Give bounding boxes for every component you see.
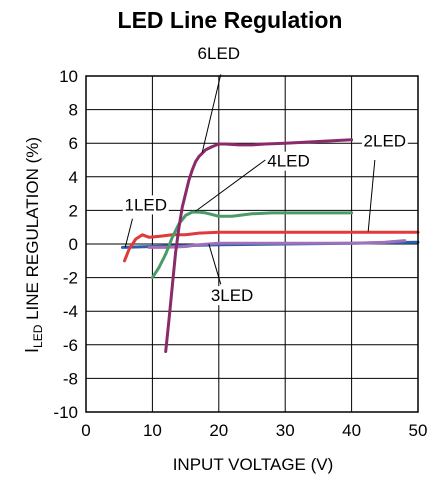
y-axis-label-main: I (22, 348, 42, 353)
x-tick-label-0: 0 (81, 421, 90, 440)
x-tick-label-3: 30 (276, 421, 295, 440)
y-tick-label-3: -4 (63, 302, 78, 321)
annotation-label-6led: 6LED (198, 44, 241, 63)
annotation-bg-4led (265, 151, 312, 171)
annotation-bg-3led (209, 286, 256, 306)
plot-frame (85, 75, 419, 413)
y-tick-label-4: -2 (63, 269, 78, 288)
y-tick-label-6: 2 (69, 201, 78, 220)
series-lines (121, 138, 420, 353)
annotation-leader-2led (367, 159, 376, 232)
y-axis-label-sub: LED (31, 324, 45, 348)
annotation-bg-2led (361, 131, 408, 151)
annotation-bg-1led (122, 195, 169, 215)
annotation-label-4led: 4LED (267, 152, 310, 171)
series-line-6led (164, 138, 354, 353)
y-axis-label-rest: LINE REGULATION (%) (23, 137, 42, 325)
series-line-4led (150, 210, 354, 280)
annotation-leader-4led (195, 159, 266, 212)
annotations: 1LED 2LED 3LED 4LED 6LED (122, 44, 408, 306)
y-tick-label-5: 0 (69, 235, 78, 254)
y-tick-label-7: 4 (69, 168, 78, 187)
x-tick-label-5: 50 (409, 421, 428, 440)
y-tick-label-10: 10 (59, 67, 78, 86)
x-axis-label: INPUT VOLTAGE (V) (173, 455, 334, 474)
annotation-leader-1led (124, 218, 133, 248)
y-tick-label-1: -8 (63, 369, 78, 388)
y-tick-labels: -10 -8 -6 -4 -2 0 2 4 6 8 10 (53, 67, 78, 422)
x-tick-label-4: 40 (342, 421, 361, 440)
y-tick-label-9: 8 (69, 101, 78, 120)
y-tick-label-8: 6 (69, 134, 78, 153)
x-tick-labels: 0 10 20 30 40 50 (81, 421, 427, 440)
chart-title: LED Line Regulation (118, 7, 343, 33)
y-tick-label-2: -6 (63, 336, 78, 355)
annotation-label-1led: 1LED (124, 195, 167, 214)
x-tick-label-1: 10 (143, 421, 162, 440)
annotation-leader-3led (208, 243, 222, 285)
annotation-bg-6led (195, 44, 242, 64)
y-tick-label-0: -10 (53, 403, 78, 422)
annotation-leader-6led (201, 74, 222, 153)
x-tick-label-2: 20 (209, 421, 228, 440)
y-axis-label: ILED LINE REGULATION (%) (22, 137, 45, 353)
annotation-label-3led: 3LED (211, 286, 254, 305)
annotation-label-2led: 2LED (364, 132, 407, 151)
